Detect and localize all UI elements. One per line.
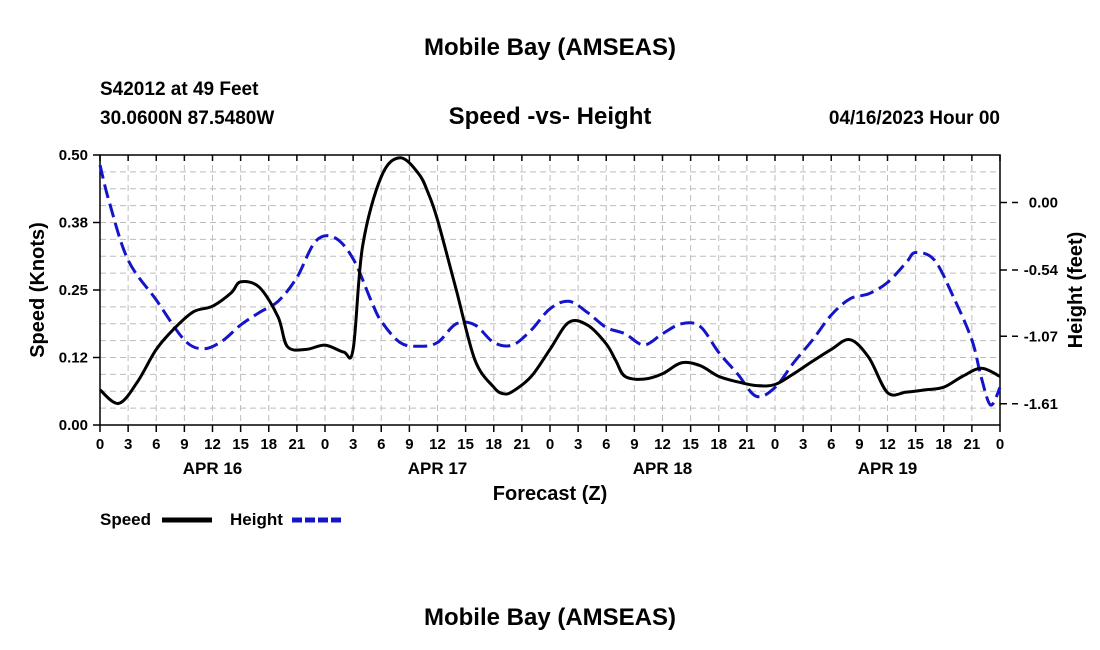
legend-speed-label: Speed bbox=[100, 510, 151, 529]
x-tick-label: 0 bbox=[771, 436, 779, 453]
speed-series-line bbox=[99, 156, 1001, 405]
x-tick-label: 15 bbox=[907, 436, 924, 453]
forecast-date-label: 04/16/2023 Hour 00 bbox=[829, 108, 1000, 129]
y-tick-label: 0.25 bbox=[59, 282, 88, 299]
x-tick-label: 3 bbox=[799, 436, 807, 453]
y2-axis-title: Height (feet) bbox=[1065, 232, 1087, 349]
x-tick-label: 12 bbox=[204, 436, 221, 453]
x-tick-label: 21 bbox=[514, 436, 531, 453]
x-tick-label: 21 bbox=[289, 436, 306, 453]
y2-tick-label: -1.07 bbox=[1024, 328, 1058, 345]
x-tick-label: 9 bbox=[630, 436, 638, 453]
y-tick-label: 0.38 bbox=[59, 215, 88, 232]
x-tick-label: 15 bbox=[457, 436, 474, 453]
x-tick-label: 15 bbox=[682, 436, 699, 453]
x-tick-label: 6 bbox=[152, 436, 160, 453]
day-label: APR 19 bbox=[858, 459, 918, 478]
x-tick-label: 3 bbox=[124, 436, 132, 453]
x-tick-label: 18 bbox=[260, 436, 277, 453]
height-series-line bbox=[98, 164, 1002, 407]
y2-tick-label: 0.00 bbox=[1029, 195, 1058, 212]
y2-tick-label: -1.61 bbox=[1024, 396, 1058, 413]
x-tick-label: 15 bbox=[232, 436, 249, 453]
y2-tick-label: -0.54 bbox=[1024, 262, 1059, 279]
grid-lines bbox=[100, 155, 1000, 425]
x-axis-title: Forecast (Z) bbox=[493, 483, 607, 505]
legend: Speed Height bbox=[100, 510, 342, 529]
series-layer bbox=[98, 156, 1002, 407]
y-axis-title: Speed (Knots) bbox=[27, 222, 49, 358]
x-tick-label: 12 bbox=[879, 436, 896, 453]
x-tick-label: 0 bbox=[96, 436, 104, 453]
axis-ticks: 0 3 6 9 12 15 18 21 0 3 6 9 12 15 18 21 0 3 6 9 12 15 18 21 0 3 6 9… bbox=[59, 147, 1059, 478]
chart-main-title: Mobile Bay (AMSEAS) bbox=[424, 34, 676, 61]
x-tick-label: 18 bbox=[710, 436, 727, 453]
x-tick-label: 3 bbox=[574, 436, 582, 453]
footer-title: Mobile Bay (AMSEAS) bbox=[424, 604, 676, 631]
y-tick-label: 0.12 bbox=[59, 350, 88, 367]
x-tick-label: 21 bbox=[964, 436, 981, 453]
legend-height-label: Height bbox=[230, 510, 283, 529]
coordinates-label: 30.0600N 87.5480W bbox=[100, 108, 274, 129]
x-tick-label: 9 bbox=[405, 436, 413, 453]
x-tick-label: 9 bbox=[180, 436, 188, 453]
x-tick-label: 18 bbox=[485, 436, 502, 453]
day-label: APR 18 bbox=[633, 459, 693, 478]
chart-subtitle: Speed -vs- Height bbox=[449, 103, 652, 130]
x-tick-label: 6 bbox=[377, 436, 385, 453]
day-label: APR 16 bbox=[183, 459, 243, 478]
station-label: S42012 at 49 Feet bbox=[100, 79, 259, 100]
x-tick-label: 9 bbox=[855, 436, 863, 453]
x-tick-label: 12 bbox=[654, 436, 671, 453]
x-tick-label: 21 bbox=[739, 436, 756, 453]
day-label: APR 17 bbox=[408, 459, 468, 478]
x-tick-label: 12 bbox=[429, 436, 446, 453]
y-tick-label: 0.50 bbox=[59, 147, 88, 164]
x-tick-label: 0 bbox=[996, 436, 1004, 453]
y-tick-label: 0.00 bbox=[59, 417, 88, 434]
x-tick-label: 6 bbox=[827, 436, 835, 453]
x-tick-label: 3 bbox=[349, 436, 357, 453]
x-tick-label: 6 bbox=[602, 436, 610, 453]
x-tick-label: 18 bbox=[935, 436, 952, 453]
x-tick-label: 0 bbox=[546, 436, 554, 453]
x-tick-label: 0 bbox=[321, 436, 329, 453]
